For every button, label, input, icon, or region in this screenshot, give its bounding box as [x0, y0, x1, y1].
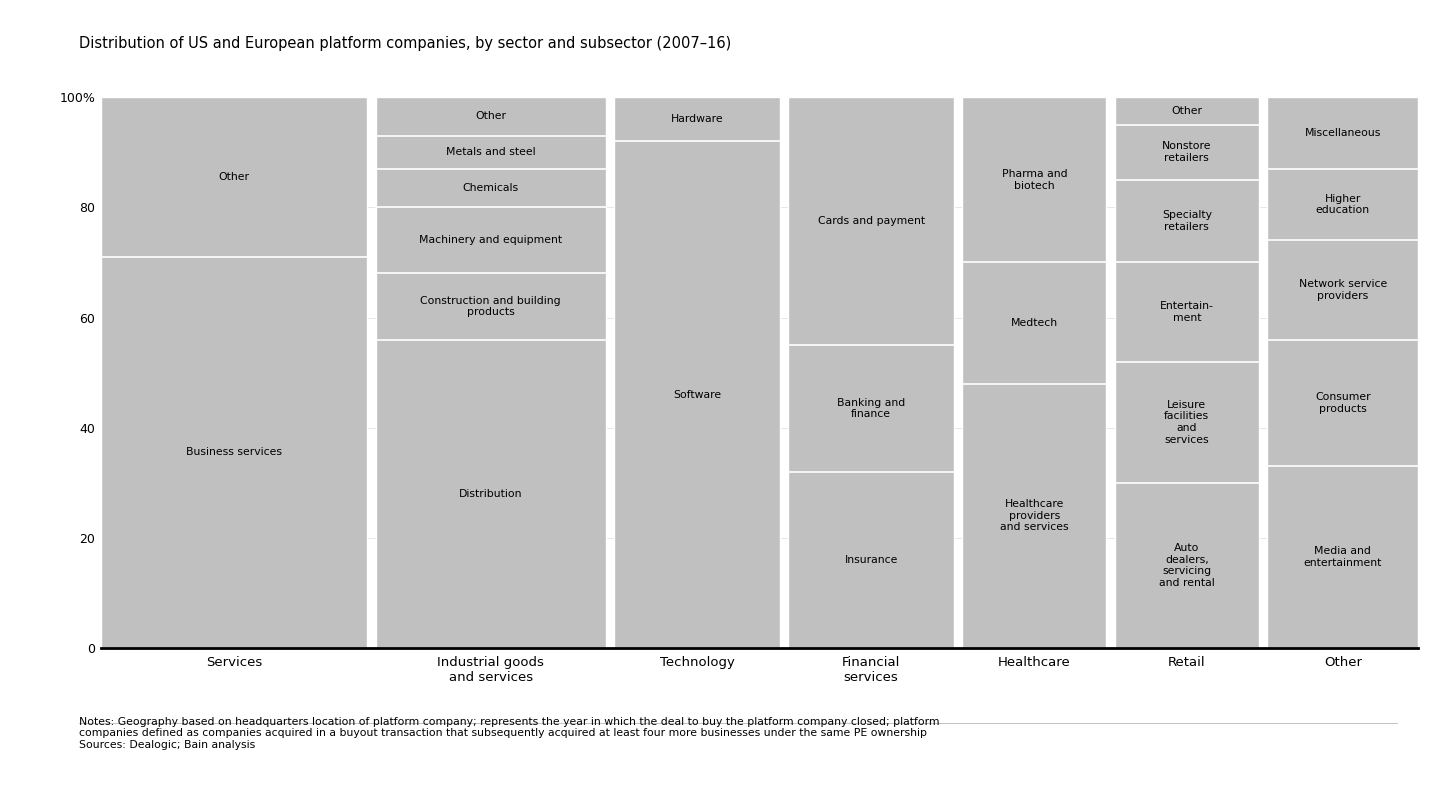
Bar — [1115, 361, 1259, 483]
Bar — [1115, 262, 1259, 361]
Text: Miscellaneous: Miscellaneous — [1305, 128, 1381, 138]
Text: Pharma and
biotech: Pharma and biotech — [1002, 169, 1067, 190]
Bar — [376, 136, 606, 168]
Text: Metals and steel: Metals and steel — [446, 147, 536, 157]
Bar — [376, 339, 606, 648]
Text: Other: Other — [475, 112, 505, 122]
Text: Software: Software — [672, 390, 721, 399]
Text: Banking and
finance: Banking and finance — [837, 398, 906, 420]
Text: Chemicals: Chemicals — [462, 183, 518, 193]
Text: Consumer
products: Consumer products — [1315, 392, 1371, 414]
Text: Leisure
facilities
and
services: Leisure facilities and services — [1165, 400, 1210, 445]
Bar — [1115, 97, 1259, 648]
Bar — [101, 97, 367, 648]
Bar — [1267, 339, 1418, 467]
Text: Machinery and equipment: Machinery and equipment — [419, 236, 562, 245]
Bar — [376, 207, 606, 274]
Bar — [962, 384, 1106, 648]
Bar — [376, 97, 606, 136]
Bar — [1115, 97, 1259, 125]
Text: Other: Other — [1171, 106, 1202, 116]
Bar — [962, 262, 1106, 384]
Bar — [788, 97, 953, 345]
Bar — [788, 471, 953, 648]
Bar — [1267, 241, 1418, 339]
Bar — [615, 97, 779, 141]
Text: Distribution of US and European platform companies, by sector and subsector (200: Distribution of US and European platform… — [79, 36, 732, 52]
Bar — [615, 97, 779, 648]
Text: Specialty
retailers: Specialty retailers — [1162, 211, 1212, 232]
Text: Entertain-
ment: Entertain- ment — [1159, 301, 1214, 323]
Text: Healthcare
providers
and services: Healthcare providers and services — [999, 499, 1068, 532]
Text: Notes: Geography based on headquarters location of platform company; represents : Notes: Geography based on headquarters l… — [79, 717, 940, 750]
Text: Nonstore
retailers: Nonstore retailers — [1162, 142, 1211, 163]
Text: Medtech: Medtech — [1011, 318, 1058, 328]
Bar — [1267, 97, 1418, 648]
Bar — [1115, 125, 1259, 180]
Bar — [1267, 168, 1418, 241]
Text: Construction and building
products: Construction and building products — [420, 296, 562, 318]
Text: Media and
entertainment: Media and entertainment — [1303, 546, 1382, 568]
Text: Cards and payment: Cards and payment — [818, 216, 924, 226]
Bar — [962, 97, 1106, 262]
Bar — [376, 274, 606, 339]
Bar — [376, 168, 606, 207]
Bar — [615, 141, 779, 648]
Text: Network service
providers: Network service providers — [1299, 279, 1387, 301]
Bar — [1115, 483, 1259, 648]
Bar — [376, 97, 606, 648]
Bar — [1267, 97, 1418, 168]
Bar — [1267, 467, 1418, 648]
Text: Other: Other — [219, 172, 249, 182]
Text: Hardware: Hardware — [671, 114, 723, 124]
Bar — [788, 345, 953, 471]
Text: Insurance: Insurance — [844, 555, 897, 565]
Text: Higher
education: Higher education — [1316, 194, 1369, 215]
Bar — [101, 97, 367, 257]
Text: Auto
dealers,
servicing
and rental: Auto dealers, servicing and rental — [1159, 543, 1215, 588]
Text: Business services: Business services — [186, 447, 282, 458]
Text: Distribution: Distribution — [459, 488, 523, 499]
Bar — [1115, 180, 1259, 262]
Bar — [962, 97, 1106, 648]
Bar — [788, 97, 953, 648]
Bar — [101, 257, 367, 648]
